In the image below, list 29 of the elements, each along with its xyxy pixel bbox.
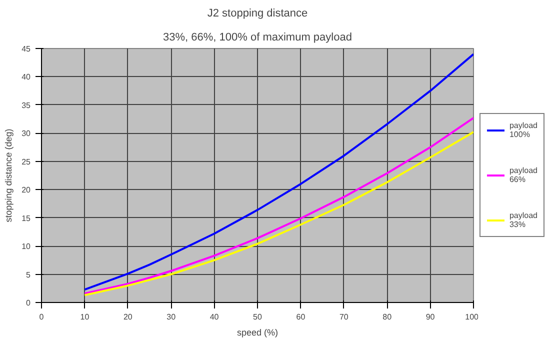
x-tick-label: 80 (382, 312, 392, 322)
y-tick-label: 15 (22, 214, 32, 223)
y-tick-label: 30 (22, 129, 32, 138)
legend-label: payload 33% (509, 211, 538, 229)
x-tick-label: 90 (426, 312, 436, 322)
x-tick-label: 30 (166, 312, 176, 322)
y-tick-label: 0 (26, 298, 32, 308)
x-tick-label: 70 (339, 312, 349, 322)
chart-title: J2 stopping distance (207, 8, 308, 20)
legend-label: payload 66% (509, 166, 538, 184)
x-tick-label: 20 (123, 312, 133, 322)
y-tick-label: 5 (26, 270, 32, 280)
line-series (84, 53, 474, 291)
y-tick-label: 10 (22, 242, 32, 252)
x-tick-label: 50 (253, 312, 262, 322)
y-tick-label: 40 (22, 72, 32, 82)
x-axis-title: speed (%) (236, 328, 278, 338)
y-tick-label: 45 (22, 44, 32, 54)
chart-subtitle: 33%, 66%, 100% of maximum payload (163, 32, 352, 44)
y-tick-label: 35 (22, 100, 32, 110)
y-tick-label: 25 (22, 157, 32, 166)
legend-label: payload 100% (509, 121, 538, 139)
x-tick-label: 10 (80, 312, 90, 322)
y-tick-label: 20 (22, 186, 32, 195)
x-tick-label: 40 (210, 312, 220, 322)
x-tick-label: 0 (39, 312, 44, 322)
y-axis-title: stopping distance (deg) (4, 128, 14, 222)
x-tick-label: 60 (296, 312, 306, 322)
x-tick-label: 100 (465, 312, 480, 322)
